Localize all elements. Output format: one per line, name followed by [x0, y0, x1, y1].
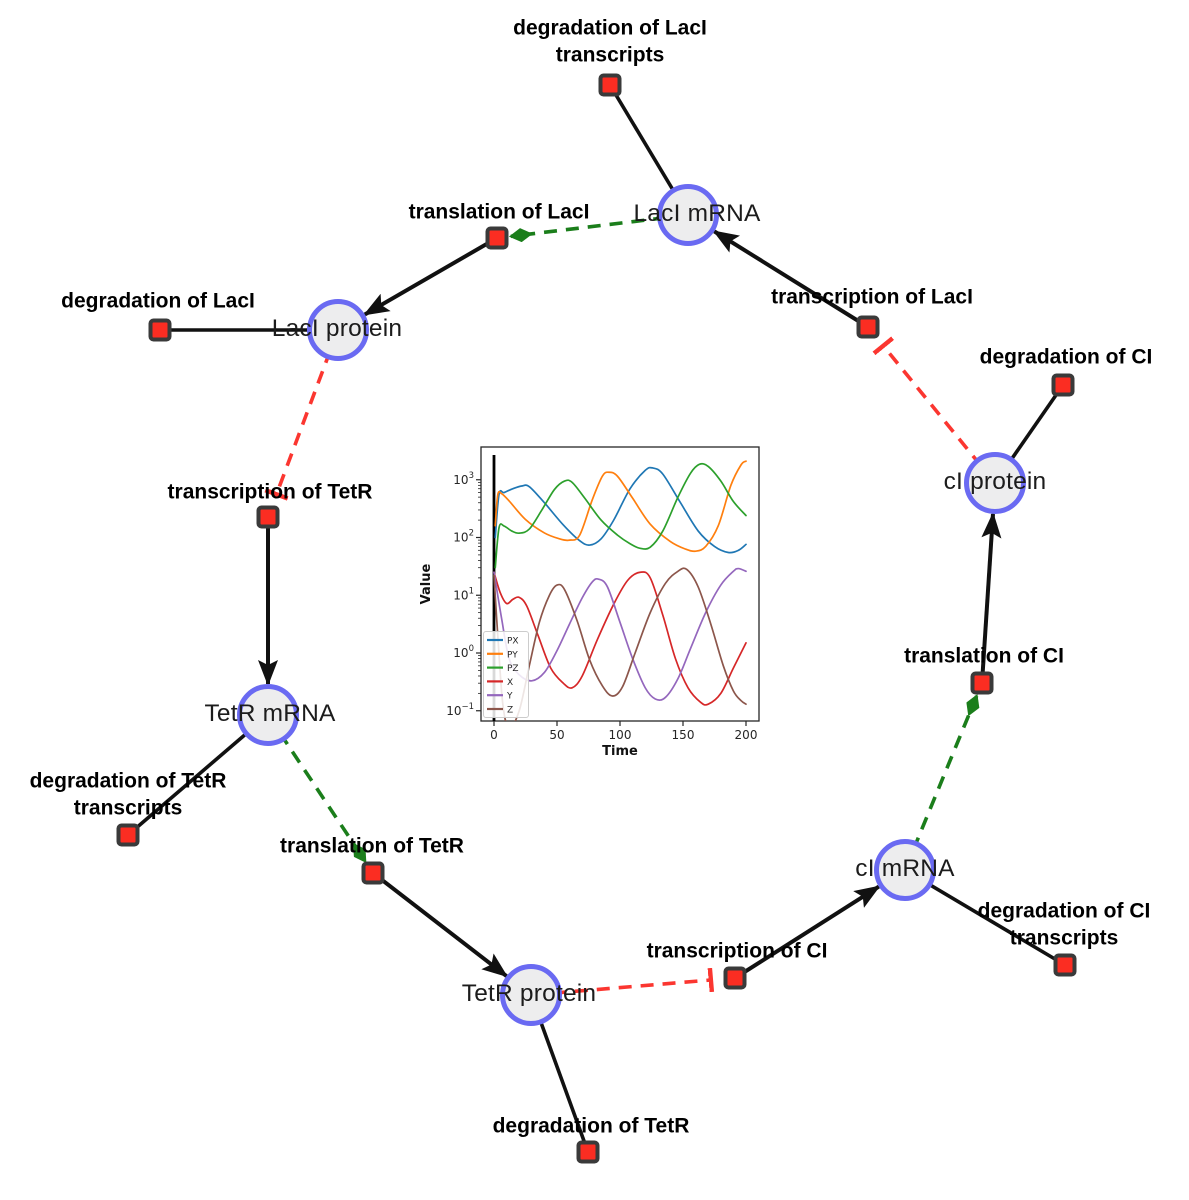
chart-series-PZ	[494, 462, 747, 569]
svg-text:0: 0	[490, 728, 498, 742]
chart-x-axis-label: Time	[602, 744, 638, 759]
edge-translation-laci-to-laci-protein[interactable]	[363, 236, 499, 317]
species-node-tetr-protein[interactable]	[500, 964, 562, 1026]
reaction-node-translation-laci[interactable]	[485, 226, 509, 250]
svg-text:100: 100	[609, 728, 632, 742]
legend-label-Z: Z	[507, 706, 513, 716]
reaction-node-transcription-ci[interactable]	[723, 966, 747, 990]
species-node-laci-mrna[interactable]	[657, 184, 719, 246]
svg-text:150: 150	[672, 728, 695, 742]
reaction-node-translation-ci[interactable]	[970, 671, 994, 695]
edge-ci-mrna-to-degradation-ci-transcripts[interactable]	[904, 868, 1066, 967]
chart-x-axis: 0 50 100 150 200	[490, 721, 757, 742]
chart-y-axis: 10−1 100 101 102 103	[446, 471, 481, 718]
species-node-ci-protein[interactable]	[964, 452, 1026, 514]
legend-label-X: X	[507, 678, 513, 688]
svg-text:100: 100	[453, 644, 474, 660]
species-node-tetr-mrna[interactable]	[237, 684, 299, 746]
legend-label-PY: PY	[507, 650, 518, 660]
reaction-node-translation-tetr[interactable]	[361, 861, 385, 885]
legend-label-PX: PX	[507, 637, 519, 647]
chart-series-PX	[494, 466, 747, 554]
species-node-laci-protein[interactable]	[307, 299, 369, 361]
chart-series-X	[493, 571, 747, 706]
reaction-node-degradation-tetr-transcripts[interactable]	[116, 823, 140, 847]
reaction-node-transcription-tetr[interactable]	[256, 505, 280, 529]
svg-text:101: 101	[453, 586, 474, 602]
species-node-ci-mrna[interactable]	[874, 839, 936, 901]
edge-translation-ci-to-ci-protein[interactable]	[980, 511, 1002, 684]
edge-transcription-laci-to-laci-mrna[interactable]	[712, 229, 870, 329]
chart-legend: PX PY PZ XYZ	[483, 631, 529, 718]
edge-translation-tetr-to-tetr-protein[interactable]	[371, 871, 509, 978]
chart-y-axis-label: Value	[419, 563, 434, 604]
reaction-node-transcription-laci[interactable]	[856, 315, 880, 339]
svg-text:103: 103	[453, 471, 474, 487]
edge-transcription-ci-to-ci-mrna[interactable]	[733, 884, 881, 980]
svg-text:50: 50	[549, 728, 564, 742]
reaction-node-degradation-tetr[interactable]	[576, 1140, 600, 1164]
svg-text:102: 102	[453, 529, 474, 545]
reaction-node-degradation-laci-transcripts[interactable]	[598, 73, 622, 97]
reaction-node-degradation-ci[interactable]	[1051, 373, 1075, 397]
simulation-plot: 10−1 100 101 102 103 0 50 100 150 200 Time Value PX P…	[415, 430, 795, 780]
svg-text:200: 200	[735, 728, 758, 742]
legend-label-PZ: PZ	[507, 664, 519, 674]
reaction-node-degradation-ci-transcripts[interactable]	[1053, 953, 1077, 977]
chart-series-PY	[494, 460, 747, 553]
svg-text:10−1: 10−1	[446, 702, 474, 718]
reaction-node-degradation-laci[interactable]	[148, 318, 172, 342]
chart-legend-box	[483, 631, 529, 718]
legend-label-Y: Y	[506, 692, 513, 702]
